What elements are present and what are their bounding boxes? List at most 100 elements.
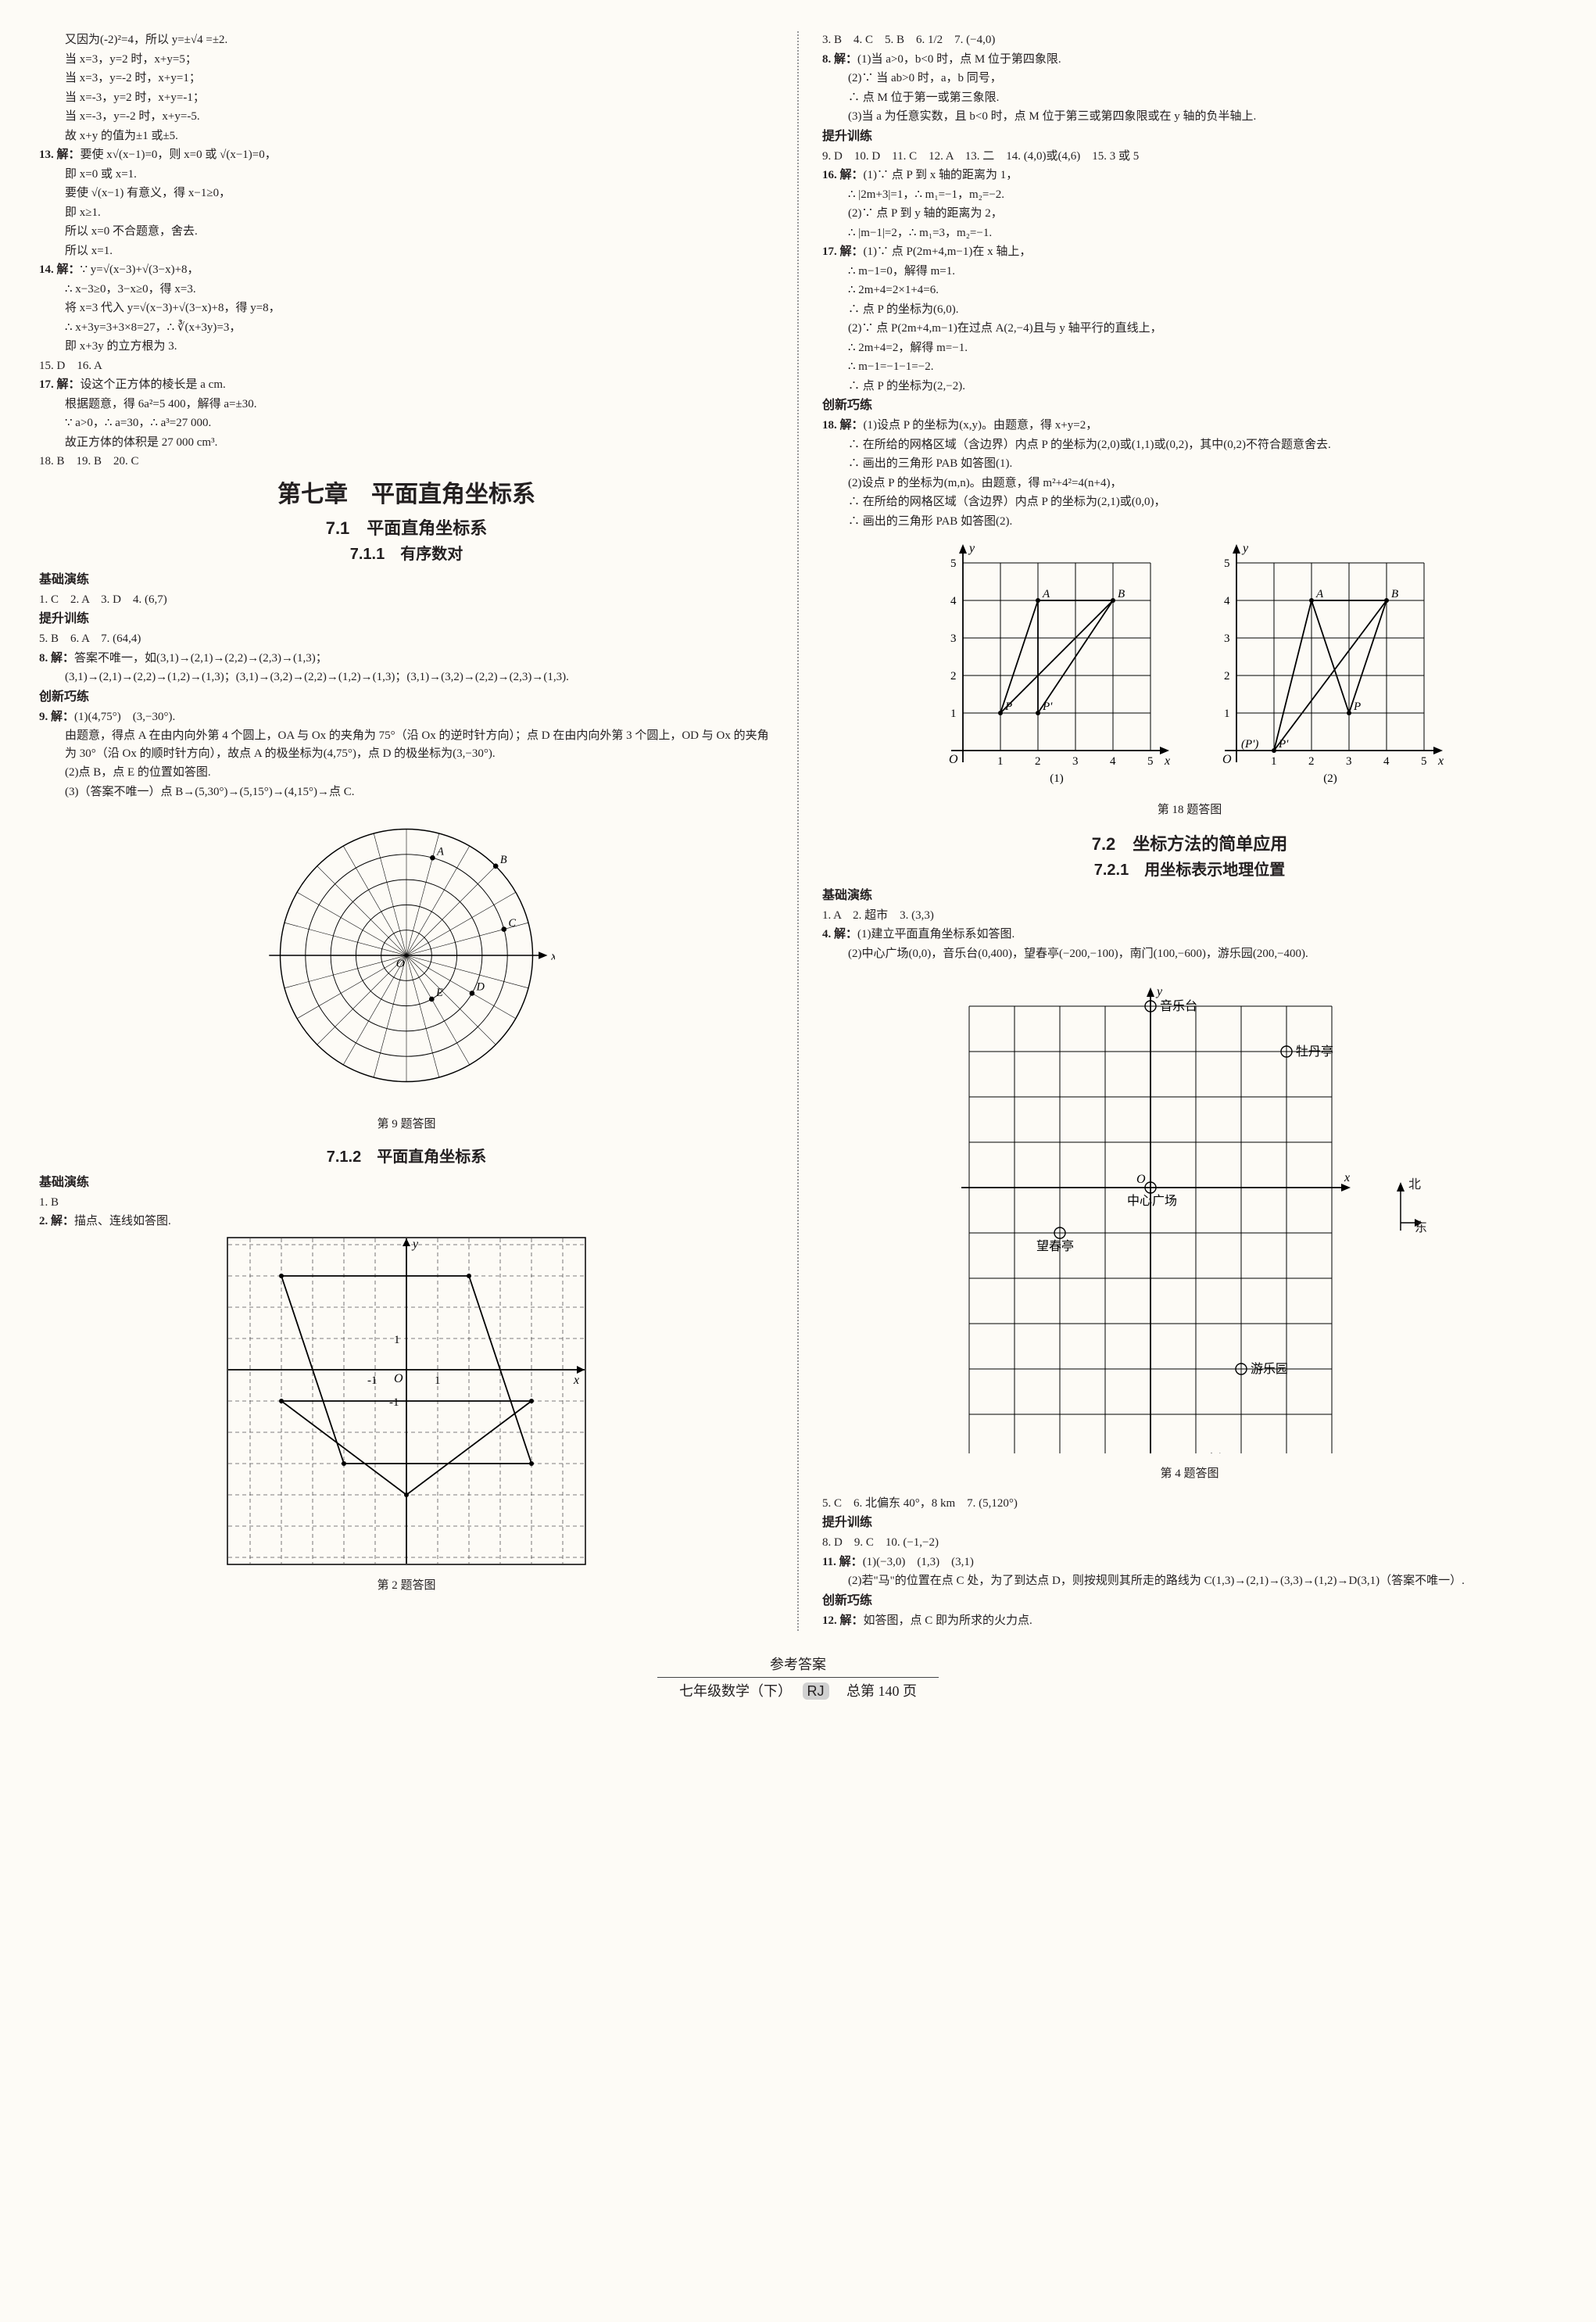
group-basic: 基础演练	[39, 571, 774, 589]
chapter-title: 第七章 平面直角坐标系	[39, 477, 774, 512]
t: 即 x=0 或 x=1.	[39, 166, 774, 184]
svg-text:1: 1	[1224, 708, 1230, 720]
svg-text:1: 1	[950, 708, 957, 720]
svg-text:-1: -1	[389, 1396, 399, 1409]
svg-text:中心广场: 中心广场	[1127, 1194, 1177, 1208]
subsection-title: 7.1.1 有序数对	[39, 543, 774, 566]
polar-svg: xOABCDE	[258, 807, 555, 1104]
svg-text:3: 3	[1346, 755, 1352, 768]
group-up: 提升训练	[39, 610, 774, 629]
svg-text:1: 1	[1271, 755, 1277, 768]
fig18-row: 1122334455OxyABPP'(1) 1122334455OxyABPP'…	[822, 532, 1557, 790]
svg-text:O: O	[394, 1372, 403, 1385]
svg-text:3: 3	[1072, 755, 1079, 768]
svg-text:O: O	[949, 753, 958, 766]
t: ∴ 点 P 的坐标为(2,−2).	[822, 378, 1557, 396]
t: ∴ x−3≥0，3−x≥0，得 x=3.	[39, 281, 774, 299]
svg-text:(2): (2)	[1323, 772, 1337, 785]
t: ∴ 在所给的网格区域（含边界）内点 P 的坐标为(2,0)或(1,1)或(0,2…	[822, 436, 1557, 454]
q14-head: 14. 解：∵ y=√(x−3)+√(3−x)+8，	[39, 261, 774, 279]
t: 所以 x=1.	[39, 242, 774, 260]
q12: 12. 解：如答图，点 C 即为所求的火力点.	[822, 1612, 1557, 1630]
section-title: 7.2 坐标方法的简单应用	[822, 831, 1557, 857]
t: ∴ 点 P 的坐标为(6,0).	[822, 301, 1557, 319]
fig9-caption: 第 9 题答图	[39, 1116, 774, 1134]
svg-text:A: A	[436, 845, 444, 858]
svg-text:4: 4	[1224, 595, 1230, 607]
text: 又因为(-2)²=4，所以 y=±√4 =±2.	[39, 31, 774, 49]
q17-head: 17. 解：设这个正方体的棱长是 a cm.	[39, 376, 774, 394]
text: 故 x+y 的值为±1 或±5.	[39, 127, 774, 145]
row: 1. A 2. 超市 3. (3,3)	[822, 907, 1557, 925]
svg-text:B: B	[500, 854, 507, 866]
row: 18. B 19. B 20. C	[39, 453, 774, 471]
svg-text:望春亭: 望春亭	[1036, 1239, 1074, 1253]
svg-text:音乐台: 音乐台	[1160, 999, 1197, 1013]
fig2-caption: 第 2 题答图	[39, 1577, 774, 1595]
t: (2)∵ 点 P(2m+4,m−1)在过点 A(2,−4)且与 y 轴平行的直线…	[822, 320, 1557, 338]
svg-text:P': P'	[1278, 738, 1289, 751]
t: ∴ 画出的三角形 PAB 如答图(1).	[822, 455, 1557, 473]
footer-ref: 参考答案	[657, 1654, 939, 1678]
grid2-figure: xyO1-11-1	[39, 1237, 774, 1565]
svg-text:2: 2	[1224, 670, 1230, 683]
t: 根据题意，得 6a²=5 400，解得 a=±30.	[39, 396, 774, 414]
subsection-title: 7.2.1 用坐标表示地理位置	[822, 858, 1557, 882]
group-inno: 创新巧练	[822, 396, 1557, 415]
compass: 北 东	[1377, 1176, 1424, 1246]
grid18a-svg: 1122334455OxyABPP'(1)	[924, 532, 1182, 790]
t: ∴ 2m+4=2，解得 m=−1.	[822, 339, 1557, 357]
svg-text:牡丹亭: 牡丹亭	[1296, 1045, 1333, 1059]
east-label: 东	[1415, 1219, 1427, 1238]
svg-text:(1): (1)	[1050, 772, 1064, 785]
group-inno: 创新巧练	[39, 688, 774, 707]
q8-head: 8. 解：答案不唯一，如(3,1)→(2,1)→(2,2)→(2,3)→(1,3…	[39, 650, 774, 668]
t: 将 x=3 代入 y=√(x−3)+√(3−x)+8，得 y=8，	[39, 299, 774, 317]
group-inno: 创新巧练	[822, 1592, 1557, 1611]
svg-text:P: P	[1353, 701, 1361, 713]
q4-head: 4. 解：(1)建立平面直角坐标系如答图.	[822, 926, 1557, 944]
svg-text:3: 3	[950, 632, 957, 645]
svg-text:2: 2	[1308, 755, 1315, 768]
t: 故正方体的体积是 27 000 cm³.	[39, 434, 774, 452]
svg-text:5: 5	[1147, 755, 1154, 768]
q13-head: 13. 解：13. 解：要使 x√(x−1)=0，则 x=0 或 √(x−1)=…	[39, 146, 774, 164]
t: RJ	[803, 1682, 829, 1700]
t: (3)（答案不唯一）点 B→(5,30°)→(5,15°)→(4,15°)→点 …	[39, 783, 774, 801]
svg-text:1: 1	[997, 755, 1004, 768]
fig4-caption: 第 4 题答图	[822, 1465, 1557, 1483]
t: (2)若"马"的位置在点 C 处，为了到达点 D，则按规则其所走的路线为 C(1…	[822, 1572, 1557, 1590]
svg-text:1: 1	[435, 1374, 441, 1387]
t: 要使 √(x−1) 有意义，得 x−1≥0，	[39, 185, 774, 202]
footer-page: 七年级数学（下） RJ 总第 140 页	[39, 1681, 1557, 1702]
svg-text:2: 2	[1035, 755, 1041, 768]
t: (2)点 B，点 E 的位置如答图.	[39, 764, 774, 782]
q18-head: 18. 解：(1)设点 P 的坐标为(x,y)。由题意，得 x+y=2，	[822, 417, 1557, 435]
text: 当 x=3，y=2 时，x+y=5；	[39, 51, 774, 69]
fig18-caption: 第 18 题答图	[822, 801, 1557, 819]
t: 由题意，得点 A 在由内向外第 4 个圆上，OA 与 Ox 的夹角为 75°（沿…	[39, 727, 774, 762]
t: (2)中心广场(0,0)，音乐台(0,400)，望春亭(−200,−100)，南…	[822, 945, 1557, 963]
t: ∴ 画出的三角形 PAB 如答图(2).	[822, 513, 1557, 531]
svg-text:4: 4	[950, 595, 957, 607]
q9-head: 9. 解：(1)(4,75°) (3,−30°).	[39, 708, 774, 726]
svg-text:A: A	[1315, 588, 1324, 600]
q2-head: 2. 解：描点、连线如答图.	[39, 1213, 774, 1231]
text: 当 x=3，y=-2 时，x+y=1；	[39, 70, 774, 88]
svg-text:x: x	[1437, 754, 1444, 768]
t: 七年级数学（下）	[679, 1683, 785, 1699]
row: 9. D 10. D 11. C 12. A 13. 二 14. (4,0)或(…	[822, 148, 1557, 166]
t: ∴ |m−1|=2，∴ m₁=3，m₂=−1.	[822, 224, 1557, 242]
svg-text:4: 4	[1110, 755, 1116, 768]
map-figure: xyO音乐台牡丹亭中心广场望春亭游乐园南门 北 东	[822, 969, 1557, 1453]
t: ∴ |2m+3|=1，∴ m₁=−1，m₂=−2.	[822, 186, 1557, 204]
section-title: 7.1 平面直角坐标系	[39, 515, 774, 541]
q11-head: 11. 解：(1)(−3,0) (1,3) (3,1)	[822, 1553, 1557, 1571]
t: 总第 140 页	[846, 1683, 917, 1699]
north-label: 北	[1408, 1176, 1421, 1195]
svg-text:4: 4	[1383, 755, 1390, 768]
svg-text:B: B	[1391, 588, 1398, 600]
svg-text:B: B	[1118, 588, 1125, 600]
svg-text:y: y	[968, 542, 975, 555]
svg-text:O: O	[1136, 1173, 1146, 1186]
